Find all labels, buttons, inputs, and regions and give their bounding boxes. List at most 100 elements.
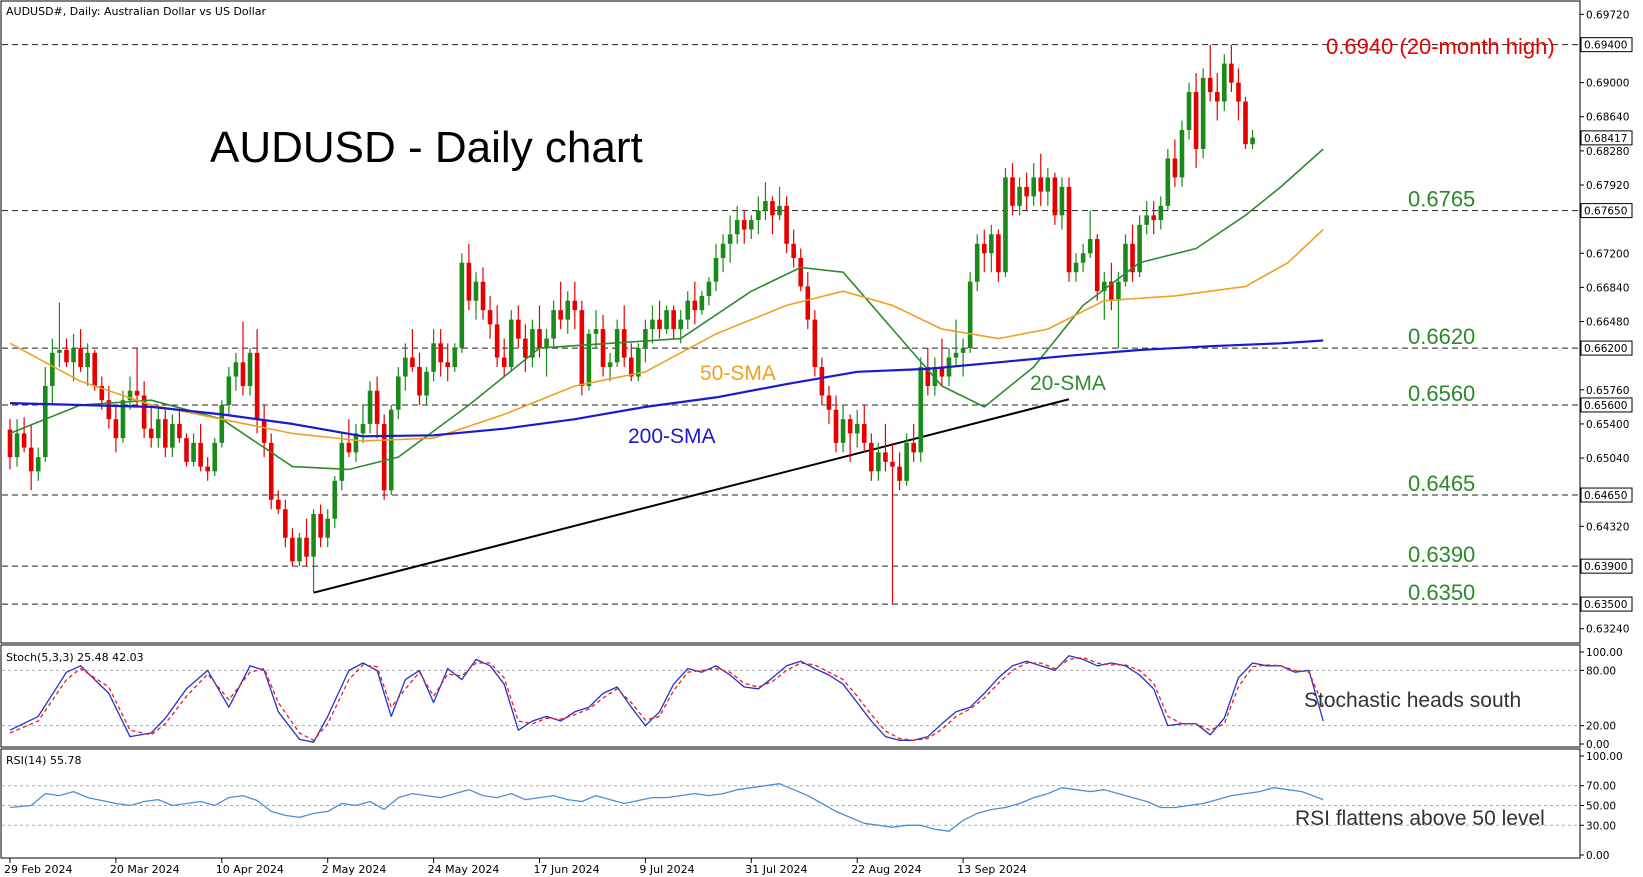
candle-body bbox=[911, 442, 916, 453]
candle bbox=[911, 423, 916, 462]
candle-body bbox=[374, 390, 380, 424]
candle bbox=[466, 243, 472, 311]
candle-body bbox=[205, 466, 210, 472]
stochastic-panel: 100.00 80.00 20.00 0.00 bbox=[2, 647, 1623, 751]
candle bbox=[1236, 68, 1241, 121]
candle bbox=[71, 333, 76, 382]
price-tick-label: 0.64320 bbox=[1586, 521, 1629, 533]
level-label: 0.6560 bbox=[1408, 381, 1475, 406]
candle bbox=[403, 343, 408, 391]
candle-body bbox=[1250, 137, 1255, 145]
candle bbox=[784, 196, 789, 254]
candle bbox=[558, 281, 563, 330]
candle bbox=[438, 329, 443, 377]
candle-body bbox=[43, 386, 48, 458]
candle-body bbox=[516, 319, 521, 339]
candle bbox=[212, 438, 218, 477]
candle-body bbox=[452, 348, 458, 368]
candle bbox=[120, 390, 126, 443]
price-tick-label: 0.69000 bbox=[1586, 78, 1629, 90]
candle-body bbox=[932, 367, 938, 386]
candle-body bbox=[537, 329, 542, 349]
candle-body bbox=[1193, 92, 1199, 149]
high-label: 0.6940 (20-month high) bbox=[1326, 34, 1555, 59]
candle bbox=[1214, 73, 1220, 121]
candle bbox=[791, 229, 796, 268]
price-tick-label: 0.66480 bbox=[1586, 317, 1629, 329]
candle bbox=[431, 329, 436, 382]
candle-body bbox=[184, 438, 189, 462]
signal-line bbox=[9, 656, 1324, 741]
candle bbox=[1200, 68, 1206, 159]
candle-body bbox=[572, 300, 578, 311]
candle bbox=[953, 319, 959, 368]
candle-body bbox=[621, 329, 627, 358]
candle-body bbox=[636, 348, 641, 377]
candle-body bbox=[1165, 158, 1171, 206]
candle-body bbox=[318, 514, 323, 538]
candle bbox=[621, 305, 627, 368]
candle bbox=[1179, 120, 1185, 187]
candle-body bbox=[1010, 177, 1015, 206]
candle-body bbox=[163, 419, 168, 448]
candle-body bbox=[1038, 177, 1044, 192]
candle bbox=[318, 504, 323, 548]
osc-tick-label: 0.00 bbox=[1586, 739, 1609, 751]
price-tick-label: 0.67920 bbox=[1586, 180, 1629, 192]
candle bbox=[1087, 210, 1093, 258]
osc-tick-label: 80.00 bbox=[1586, 665, 1616, 677]
rsi-panel: 100.00 70.00 50.00 30.00 0.00 bbox=[2, 751, 1623, 862]
candle-body bbox=[1137, 224, 1142, 273]
candle bbox=[798, 248, 804, 292]
candle bbox=[170, 414, 175, 458]
candle-body bbox=[643, 329, 648, 349]
candle-body bbox=[812, 319, 818, 368]
candle-body bbox=[1172, 158, 1178, 178]
candle bbox=[883, 423, 888, 472]
candle bbox=[826, 386, 832, 424]
candle-body bbox=[438, 343, 443, 363]
candle-body bbox=[749, 220, 754, 230]
candle bbox=[1094, 234, 1100, 301]
candle bbox=[268, 433, 274, 510]
osc-tick-label: 70.00 bbox=[1586, 781, 1616, 793]
candle bbox=[756, 196, 761, 235]
candle bbox=[854, 409, 860, 448]
candle-body bbox=[7, 429, 13, 458]
trendline bbox=[313, 398, 1070, 594]
rsi-line bbox=[9, 783, 1324, 832]
candle bbox=[290, 528, 295, 567]
candle-body bbox=[113, 419, 119, 439]
candle bbox=[749, 215, 754, 240]
candle-body bbox=[869, 442, 874, 472]
level-label: 0.6620 bbox=[1408, 324, 1475, 349]
candle bbox=[163, 409, 168, 458]
candle-body bbox=[1080, 253, 1086, 263]
candle bbox=[981, 229, 987, 273]
candle bbox=[897, 452, 902, 491]
candle bbox=[35, 447, 41, 481]
candle-body bbox=[741, 220, 747, 230]
candle-body bbox=[170, 423, 175, 448]
candle bbox=[1123, 234, 1128, 287]
candle-body bbox=[381, 423, 387, 491]
level-label: 0.6465 bbox=[1408, 471, 1475, 496]
osc-tick-label: 100.00 bbox=[1586, 751, 1623, 763]
candle-body bbox=[1102, 281, 1107, 292]
candle bbox=[353, 423, 359, 462]
candle bbox=[664, 305, 669, 334]
candle-body bbox=[283, 509, 288, 538]
candle-body bbox=[699, 295, 705, 311]
candle bbox=[184, 433, 189, 467]
candle-body bbox=[127, 390, 133, 401]
level-tag: 0.63500 bbox=[1584, 599, 1627, 611]
candle bbox=[304, 518, 309, 567]
candle-body bbox=[1207, 77, 1213, 93]
candle bbox=[523, 324, 528, 372]
candle-body bbox=[191, 442, 196, 462]
candle-body bbox=[1031, 177, 1036, 197]
candle bbox=[720, 234, 726, 273]
candle-body bbox=[297, 537, 302, 562]
candle-body bbox=[671, 310, 676, 330]
candle bbox=[932, 357, 938, 396]
